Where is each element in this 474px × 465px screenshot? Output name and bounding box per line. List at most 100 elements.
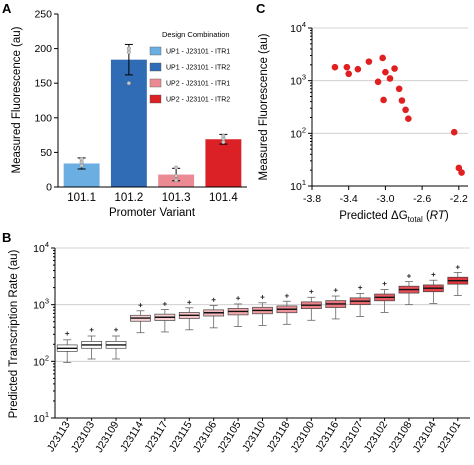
panel-b-y-tick-label-base: 10	[33, 356, 45, 368]
panel-c-points	[331, 54, 465, 176]
panel-c-x-label-main: Predicted ΔG	[339, 210, 407, 222]
panel-b-box	[398, 274, 420, 306]
panel-b-y-tick-label-exponent: 4	[45, 240, 49, 249]
panel-c-x-tick-label: -2.6	[413, 193, 431, 205]
panel-c-x-ticks: -3.8 -3.4 -3.0 -2.6 -2.2	[303, 186, 468, 205]
panel-b-x-ticks: J23113J23103J23109J23114J23117J23115J231…	[45, 418, 464, 455]
panel-b-y-tick-label: 102	[33, 353, 49, 368]
panel-c-y-tick-label-base: 10	[290, 181, 302, 193]
panel-b-y-tick-label-base: 10	[33, 300, 45, 312]
panel-b-box	[447, 265, 469, 296]
panel-letter-a: A	[2, 1, 12, 16]
panel-c-x-label-unit: RT	[430, 210, 446, 222]
panel-a-replicate-point	[79, 157, 84, 162]
panel-c-data-point	[354, 65, 362, 73]
panel-b-box	[423, 272, 444, 304]
panel-a-replicate-point	[126, 50, 131, 55]
panel-a-y-tick-label: 50	[40, 147, 52, 159]
panel-a-bar	[63, 163, 100, 187]
panel-c-y-tick-label-exponent: 3	[302, 73, 306, 82]
panel-a-replicate-point	[174, 165, 179, 170]
panel-b-box	[300, 289, 322, 321]
panel-b-y-axis-label: Predicted Transcription Rate (au)	[8, 249, 20, 418]
panel-b-box	[349, 285, 371, 317]
panel-c-x-tick-label: -3.4	[340, 193, 358, 205]
panel-a-replicate-point	[126, 81, 131, 86]
panel-a-legend-label: UP2 - J23101 - ITR1	[166, 81, 230, 88]
panel-a-legend-title: Design Combination	[162, 30, 230, 39]
panel-a-x-tick-label: 101.3	[162, 192, 191, 204]
panel-b-box	[105, 327, 127, 360]
panel-b-x-tick-label: J23101	[435, 419, 464, 455]
panel-b-box	[276, 293, 298, 325]
panel-c-data-point	[345, 70, 353, 78]
panel-c-data-point	[386, 75, 394, 82]
panel-b-box	[325, 288, 347, 320]
panel-c-data-point	[379, 54, 386, 62]
panel-a-y-tick-label: 100	[34, 112, 52, 124]
panel-a-bar-chart: 0 50 100 150 200 250 101.1 101.2 101.3 101.4 Mea…	[11, 9, 247, 219]
panel-c-data-point	[374, 78, 382, 86]
panel-b-x-tick-label: J23100	[288, 419, 317, 455]
panel-a-legend-swatch	[149, 94, 162, 104]
panel-a-y-tick-label: 0	[46, 182, 52, 194]
panel-b-x-tick-label: J23109	[93, 419, 122, 455]
panel-b-box	[252, 295, 273, 326]
panel-a-x-axis-label: Promoter Variant	[109, 207, 196, 219]
panel-b-y-tick-label: 103	[33, 297, 49, 312]
panel-a-replicate-point	[174, 178, 179, 183]
panel-c-data-point	[331, 63, 339, 71]
panel-b-x-tick-label: J23105	[215, 419, 244, 455]
panel-a-x-ticks: 101.1 101.2 101.3 101.4	[67, 192, 238, 204]
panel-a-y-tick-label: 200	[34, 43, 52, 55]
panel-a-x-tick-label: 101.1	[67, 192, 96, 204]
panel-c-y-tick-label: 102	[290, 125, 306, 140]
panel-c-y-tick-label-base: 10	[290, 76, 302, 88]
panel-c-x-label-unit-open: (	[423, 210, 430, 222]
panel-c-x-axis-label: Predicted ΔGtotal (RT)	[339, 210, 449, 224]
panel-c-y-tick-label-base: 10	[290, 128, 302, 140]
panel-c-data-point	[365, 58, 373, 65]
panel-b-y-tick-label-exponent: 3	[45, 297, 49, 306]
panel-a-legend-label: UP2 - J23101 - ITR2	[166, 97, 230, 104]
panel-b-y-tick-label-exponent: 2	[45, 353, 49, 362]
panel-a-y-axis-label: Measured Fluorescence (au)	[11, 26, 23, 173]
panel-c-y-tick-label-exponent: 1	[302, 178, 306, 187]
panel-a-legend-swatch	[149, 62, 162, 72]
panel-c-y-tick-label-exponent: 4	[302, 20, 306, 29]
panel-a-legend-swatch	[149, 78, 162, 88]
panel-b-box	[227, 296, 249, 328]
panel-b-y-tick-label-exponent: 1	[45, 410, 49, 419]
panel-b-box	[81, 327, 102, 360]
panel-b-box	[56, 331, 78, 363]
panel-a-legend-label: UP1 - J23101 - ITR1	[166, 49, 230, 56]
panel-c-data-point	[395, 85, 403, 93]
panel-a-x-tick-label: 101.2	[114, 192, 143, 204]
panel-b-box	[154, 301, 176, 333]
panel-c-x-tick-label: -3.0	[376, 193, 394, 205]
panel-a-replicate-point	[221, 133, 226, 138]
panel-b-box	[374, 281, 395, 313]
panel-letter-c: C	[256, 1, 266, 16]
panel-c-x-tick-label: -2.2	[450, 193, 468, 205]
panel-c-y-tick-label-exponent: 2	[302, 125, 306, 134]
panel-a-replicate-point	[126, 46, 131, 51]
panel-a-marks	[63, 43, 242, 188]
panel-b-box	[178, 300, 200, 331]
panel-b-x-tick-label: J23117	[142, 419, 170, 454]
panel-b-x-tick-label: J23114	[118, 419, 146, 454]
panel-c-data-point	[458, 169, 465, 176]
panel-c-y-tick-label-base: 10	[290, 23, 302, 35]
panel-a-replicate-point	[221, 139, 226, 145]
panel-c-data-point	[380, 96, 387, 104]
panel-b-y-tick-label-base: 10	[33, 413, 45, 425]
panel-c-x-tick-label: -3.8	[303, 193, 321, 205]
panel-c-x-label-sub: total	[408, 215, 423, 224]
panel-c-data-point	[391, 65, 398, 72]
panel-a-bar	[110, 59, 147, 188]
panel-b-y-tick-label-base: 10	[33, 243, 45, 255]
